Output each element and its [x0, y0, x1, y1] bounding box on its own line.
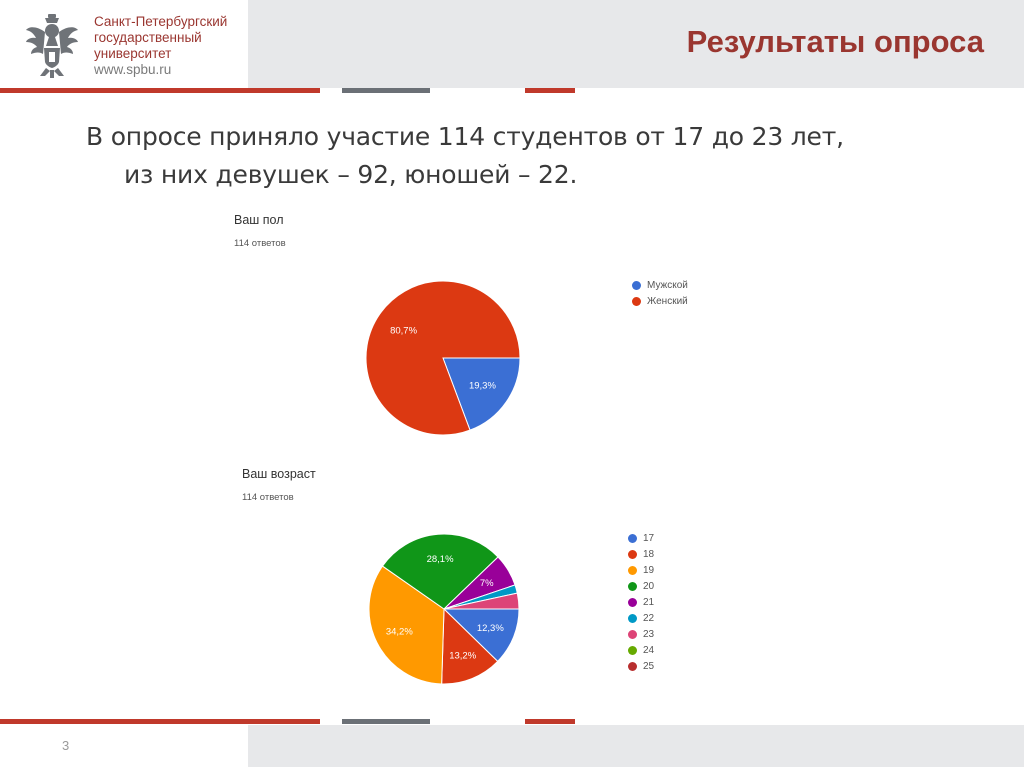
age-legend-label: 17	[643, 532, 655, 544]
gender-legend-swatch	[632, 296, 641, 306]
age-slice-17	[442, 608, 520, 663]
age-legend-swatch	[628, 533, 637, 543]
age-legend-label: 20	[643, 580, 655, 592]
top-stripe-red-2	[525, 88, 575, 93]
age-legend-swatch	[628, 597, 637, 607]
age-slice-label-20: 28,1%	[427, 554, 454, 565]
gender-slice-label-Мужской: 19,3%	[469, 380, 496, 391]
age-slice-label-19: 34,2%	[386, 626, 413, 637]
age-slice-label-17: 12,3%	[477, 623, 504, 634]
footer-left-panel	[0, 725, 248, 767]
age-chart-title: Ваш возраст	[242, 467, 316, 481]
age-legend-item-19: 19	[628, 562, 654, 578]
age-chart-legend: 17 18 19 20 21 22 23 24 25	[628, 530, 654, 674]
age-chart-subtitle: 114 ответов	[242, 492, 294, 503]
age-legend-label: 18	[643, 548, 655, 560]
age-legend-item-21: 21	[628, 594, 654, 610]
age-legend-label: 24	[643, 644, 655, 656]
bottom-stripe-red-1	[0, 719, 320, 724]
age-legend-item-22: 22	[628, 610, 654, 626]
university-name-line-2: государственный	[94, 30, 202, 45]
age-legend-item-23: 23	[628, 626, 654, 642]
age-slice-label-21: 7%	[480, 578, 494, 589]
footer-right-panel	[248, 725, 1024, 767]
age-pie-chart: 12,3% 13,2% 34,2% 28,1% 7%	[368, 533, 520, 685]
intro-line-1: В опросе приняло участие 114 студентов о…	[86, 122, 844, 151]
gender-legend-item-Женский: Женский	[632, 293, 688, 309]
header-right-panel	[248, 0, 1024, 88]
gender-legend-label: Мужской	[647, 279, 688, 291]
age-legend-item-24: 24	[628, 642, 654, 658]
age-legend-swatch	[628, 629, 637, 639]
university-name: Санкт-Петербургский государственный унив…	[94, 14, 227, 78]
age-legend-swatch	[628, 645, 637, 655]
age-legend-label: 23	[643, 628, 655, 640]
intro-text: В опросе приняло участие 114 студентов о…	[86, 118, 844, 194]
gender-legend-swatch	[632, 280, 641, 290]
bottom-stripe-gray	[342, 719, 430, 724]
age-legend-swatch	[628, 581, 637, 591]
slide-title: Результаты опроса	[686, 24, 984, 59]
gender-slice-Женский	[365, 280, 521, 436]
age-legend-label: 19	[643, 564, 655, 576]
age-legend-label: 21	[643, 596, 655, 608]
age-legend-label: 22	[643, 612, 655, 624]
university-crest-icon	[26, 14, 78, 78]
top-stripe-red-1	[0, 88, 320, 93]
age-slice-18	[441, 607, 499, 685]
age-legend-item-17: 17	[628, 530, 654, 546]
university-website: www.spbu.ru	[94, 62, 172, 77]
age-legend-label: 25	[643, 660, 655, 672]
gender-pie-chart: 19,3% 80,7%	[365, 280, 521, 436]
page-number: 3	[62, 738, 70, 753]
gender-chart-title: Ваш пол	[234, 213, 284, 227]
age-legend-item-25: 25	[628, 658, 654, 674]
gender-legend-item-Мужской: Мужской	[632, 277, 688, 293]
university-name-line-3: университет	[94, 46, 172, 61]
age-legend-item-18: 18	[628, 546, 654, 562]
gender-slice-label-Женский: 80,7%	[390, 326, 417, 337]
age-slice-20	[381, 533, 499, 610]
intro-line-2: из них девушек – 92, юношей – 22.	[124, 160, 578, 189]
gender-slice-Мужской	[442, 357, 521, 431]
age-legend-swatch	[628, 565, 637, 575]
gender-legend-label: Женский	[647, 295, 688, 307]
age-legend-item-20: 20	[628, 578, 654, 594]
gender-chart-subtitle: 114 ответов	[234, 238, 286, 249]
age-legend-swatch	[628, 661, 637, 671]
age-slice-label-18: 13,2%	[449, 650, 476, 661]
age-legend-swatch	[628, 613, 637, 623]
gender-chart-legend: Мужской Женский	[632, 277, 688, 309]
top-stripe-gray	[342, 88, 430, 93]
bottom-stripe-red-2	[525, 719, 575, 724]
age-slice-19	[368, 565, 445, 685]
university-name-line-1: Санкт-Петербургский	[94, 14, 228, 29]
age-slice-23	[443, 592, 520, 610]
age-legend-swatch	[628, 549, 637, 559]
